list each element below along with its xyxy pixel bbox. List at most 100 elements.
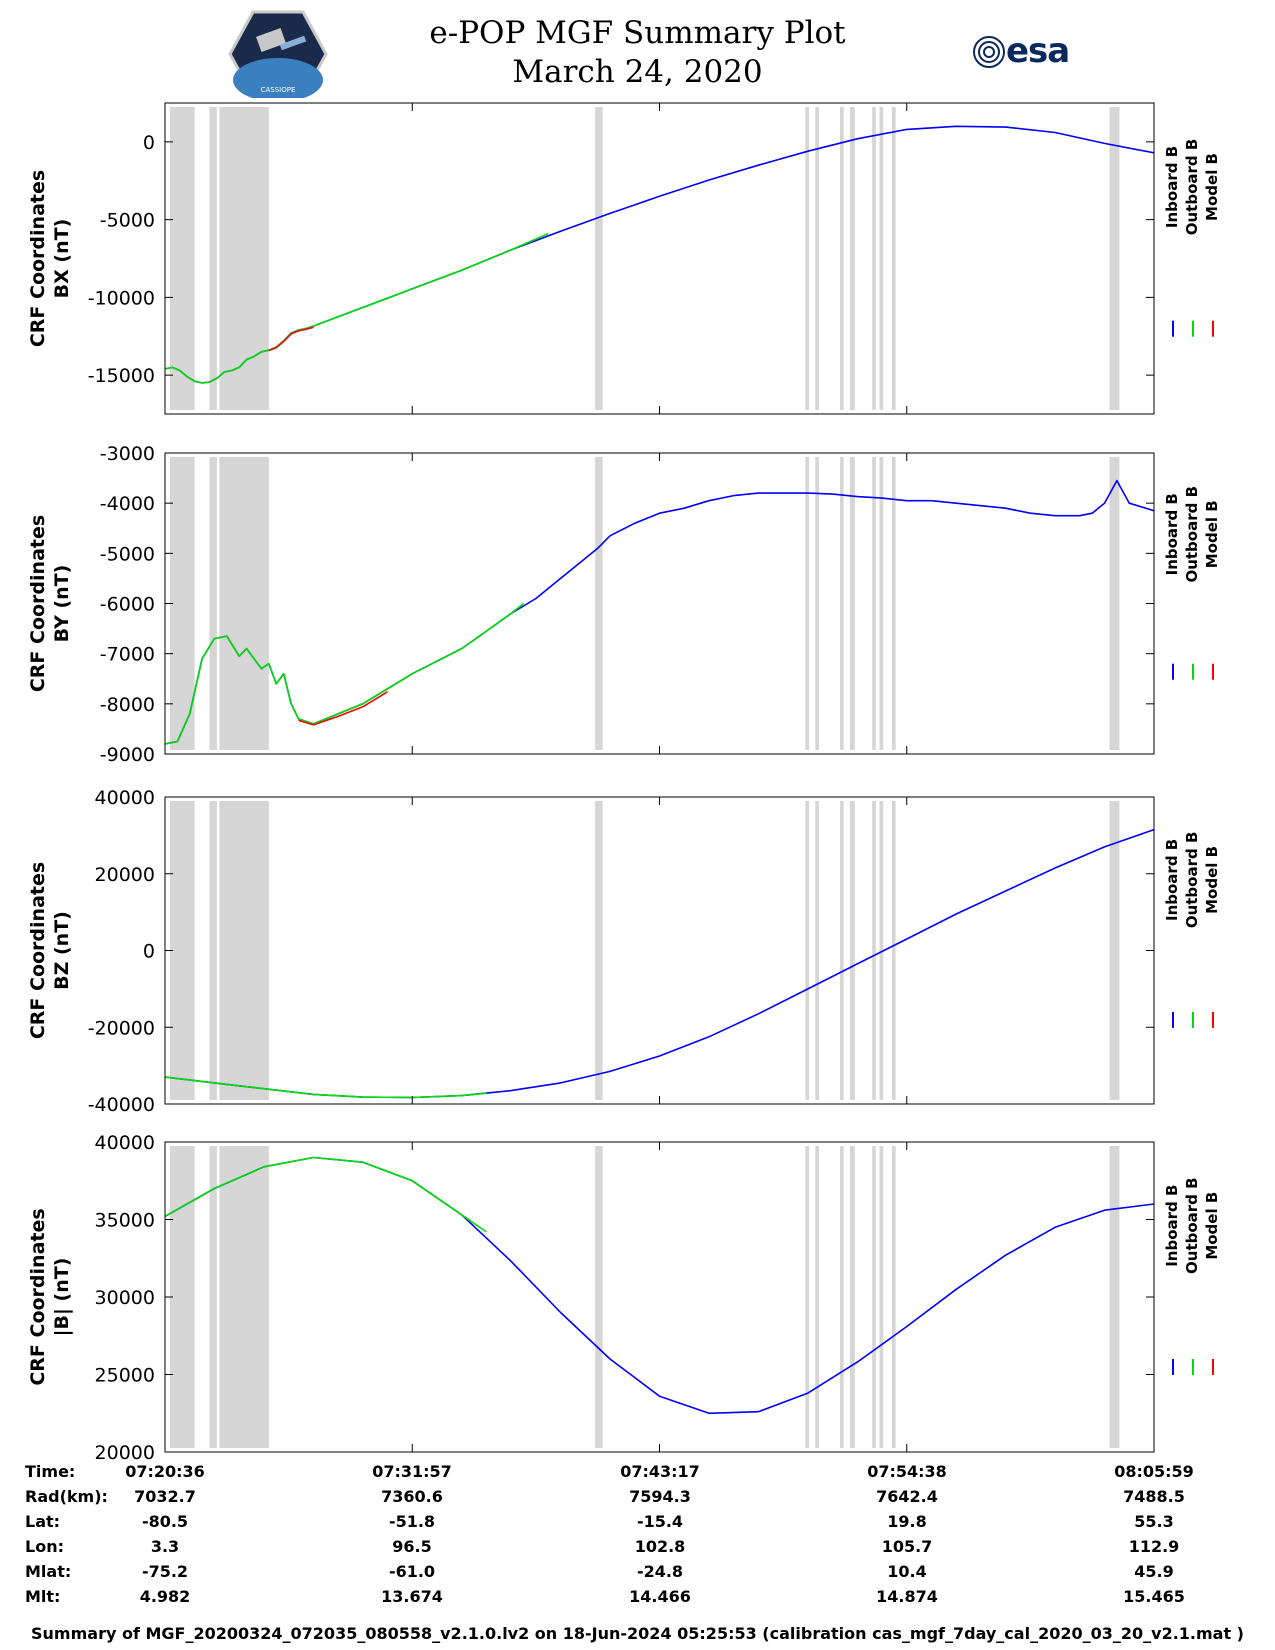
series-line-inboard-b xyxy=(165,828,1154,1099)
data-gap-band xyxy=(839,801,844,1100)
y-tick-label: 35000 xyxy=(95,1210,155,1232)
y-axis-label: CRF Coordinates xyxy=(27,1208,49,1385)
y-axis-label: BZ (nT) xyxy=(51,911,73,990)
data-gap-band xyxy=(805,457,810,750)
y-tick-label: 40000 xyxy=(95,787,155,809)
y-axis-label: BX (nT) xyxy=(51,219,73,299)
data-gap-band xyxy=(839,1146,844,1448)
y-tick-label: 25000 xyxy=(95,1365,155,1387)
plot-date: March 24, 2020 xyxy=(512,54,763,90)
data-gap-band xyxy=(879,1146,884,1448)
data-gap-band xyxy=(815,801,819,1100)
plot-frame xyxy=(164,796,1155,1105)
data-gap-band xyxy=(1109,107,1120,410)
data-gap-band xyxy=(169,457,195,750)
data-gap-band xyxy=(169,1146,195,1448)
data-gap-band xyxy=(219,457,269,750)
data-gap-band xyxy=(849,801,855,1100)
data-gap-band xyxy=(805,107,810,410)
y-tick-label: 0 xyxy=(143,132,155,154)
data-gap-band xyxy=(209,107,217,410)
legend-label: Inboard B xyxy=(1163,146,1181,228)
data-gap-band xyxy=(1109,1146,1120,1448)
data-gap-band xyxy=(872,107,876,410)
data-gap-band xyxy=(839,107,844,410)
data-gap-band xyxy=(815,107,819,410)
data-gap-band xyxy=(805,1146,810,1448)
data-gap-band xyxy=(849,457,855,750)
data-gap-band xyxy=(879,457,884,750)
footer-caption: Summary of MGF_20200324_072035_080558_v2… xyxy=(31,1624,1244,1643)
series-line-outboard-b xyxy=(165,602,525,745)
series-line-model-b xyxy=(268,326,314,352)
y-tick-label: -20000 xyxy=(88,1017,155,1039)
data-gap-band xyxy=(595,107,603,410)
y-tick-label: 20000 xyxy=(95,864,155,886)
legend-label: Outboard B xyxy=(1183,486,1201,583)
y-axis-label: CRF Coordinates xyxy=(27,862,49,1039)
data-gap-band xyxy=(209,1146,217,1448)
y-tick-label: -8000 xyxy=(100,694,155,716)
data-gap-band xyxy=(209,801,217,1100)
legend-label: Inboard B xyxy=(1163,1185,1181,1267)
y-tick-label: -7000 xyxy=(100,644,155,666)
y-tick-label: -3000 xyxy=(100,443,155,465)
plot-frame xyxy=(164,452,1155,755)
y-tick-label: -15000 xyxy=(88,365,155,387)
cassiope-logo: CASSIOPE xyxy=(228,10,328,98)
legend-label: Model B xyxy=(1203,500,1221,568)
data-gap-band xyxy=(595,1146,603,1448)
series-line-outboard-b xyxy=(165,1156,487,1233)
y-tick-label: 20000 xyxy=(95,1442,155,1464)
y-axis-label: |B| (nT) xyxy=(51,1258,73,1337)
y-tick-label: -5000 xyxy=(100,210,155,232)
data-gap-band xyxy=(209,457,217,750)
series-line-inboard-b xyxy=(165,125,1154,384)
title-block: e-POP MGF Summary Plot March 24, 2020 xyxy=(0,14,1275,92)
series-line-outboard-b xyxy=(165,232,549,384)
plot-frame xyxy=(164,1141,1155,1453)
plot-title: e-POP MGF Summary Plot xyxy=(429,15,846,51)
data-gap-band xyxy=(872,1146,876,1448)
data-gap-band xyxy=(891,1146,896,1448)
data-gap-band xyxy=(839,457,844,750)
data-gap-band xyxy=(595,801,603,1100)
data-gap-band xyxy=(169,801,195,1100)
esa-logo-text: esa xyxy=(1006,31,1070,71)
data-gap-band xyxy=(849,107,855,410)
cassiope-logo-text: CASSIOPE xyxy=(261,86,296,94)
data-gap-band xyxy=(872,457,876,750)
y-axis-label: CRF Coordinates xyxy=(27,515,49,692)
legend-label: Model B xyxy=(1203,1192,1221,1260)
data-gap-band xyxy=(891,107,896,410)
y-tick-label: -10000 xyxy=(88,287,155,309)
data-gap-band xyxy=(891,457,896,750)
data-gap-band xyxy=(219,107,269,410)
y-tick-label: -5000 xyxy=(100,543,155,565)
data-gap-band xyxy=(872,801,876,1100)
series-line-model-b xyxy=(298,691,388,726)
data-gap-band xyxy=(219,1146,269,1448)
legend-label: Model B xyxy=(1203,846,1221,914)
data-gap-band xyxy=(879,801,884,1100)
y-axis-label: CRF Coordinates xyxy=(27,170,49,347)
y-tick-label: 0 xyxy=(143,941,155,963)
esa-logo: esa xyxy=(972,30,1097,80)
data-gap-band xyxy=(815,1146,819,1448)
legend-label: Outboard B xyxy=(1183,832,1201,929)
legend-label: Outboard B xyxy=(1183,1177,1201,1274)
y-tick-label: -6000 xyxy=(100,594,155,616)
legend-label: Model B xyxy=(1203,153,1221,221)
y-tick-label: -4000 xyxy=(100,493,155,515)
legend-label: Inboard B xyxy=(1163,839,1181,921)
data-gap-band xyxy=(805,801,810,1100)
data-gap-band xyxy=(169,107,195,410)
y-axis-label: BY (nT) xyxy=(51,565,73,643)
data-gap-band xyxy=(891,801,896,1100)
data-gap-band xyxy=(815,457,819,750)
data-gap-band xyxy=(1109,801,1120,1100)
y-tick-label: 40000 xyxy=(95,1132,155,1154)
data-gap-band xyxy=(1109,457,1120,750)
data-gap-band xyxy=(849,1146,855,1448)
